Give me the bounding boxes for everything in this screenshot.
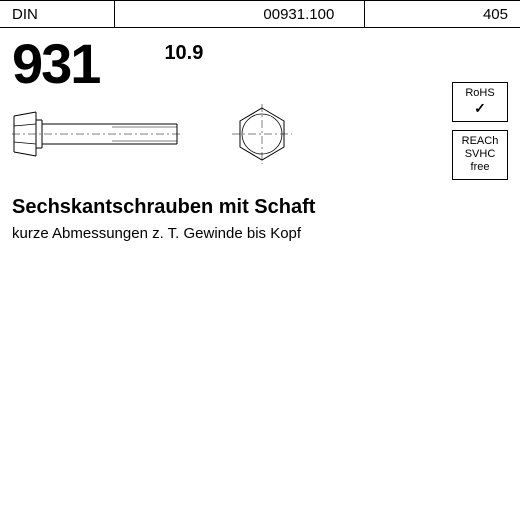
datasheet-container: DIN 00931.100 405 931 10.9 RoHS ✓ REACh …: [0, 0, 520, 520]
header-row: DIN 00931.100 405: [0, 0, 520, 28]
bolt-hex-head-icon: [232, 104, 292, 164]
bolt-side-view-icon: [12, 104, 182, 164]
header-ref: 405: [364, 1, 520, 27]
product-title: Sechskantschrauben mit Schaft: [12, 196, 508, 219]
product-subtitle: kurze Abmessungen z. T. Gewinde bis Kopf: [12, 225, 508, 242]
standard-number: 931: [12, 36, 99, 92]
reach-line1: REACh: [455, 135, 505, 148]
strength-grade: 10.9: [164, 42, 203, 65]
reach-line3: free: [455, 161, 505, 174]
number-row: 931 10.9: [12, 36, 508, 92]
header-code: 00931.100: [114, 1, 364, 27]
check-icon: ✓: [455, 100, 505, 117]
rohs-badge: RoHS ✓: [452, 82, 508, 122]
reach-line2: SVHC: [455, 148, 505, 161]
reach-badge: REACh SVHC free: [452, 130, 508, 180]
compliance-badges: RoHS ✓ REACh SVHC free: [452, 82, 508, 180]
header-standard: DIN: [0, 1, 114, 27]
bolt-diagrams: [12, 104, 508, 164]
rohs-label: RoHS: [455, 87, 505, 100]
main-area: 931 10.9 RoHS ✓ REACh SVHC free: [0, 28, 520, 250]
